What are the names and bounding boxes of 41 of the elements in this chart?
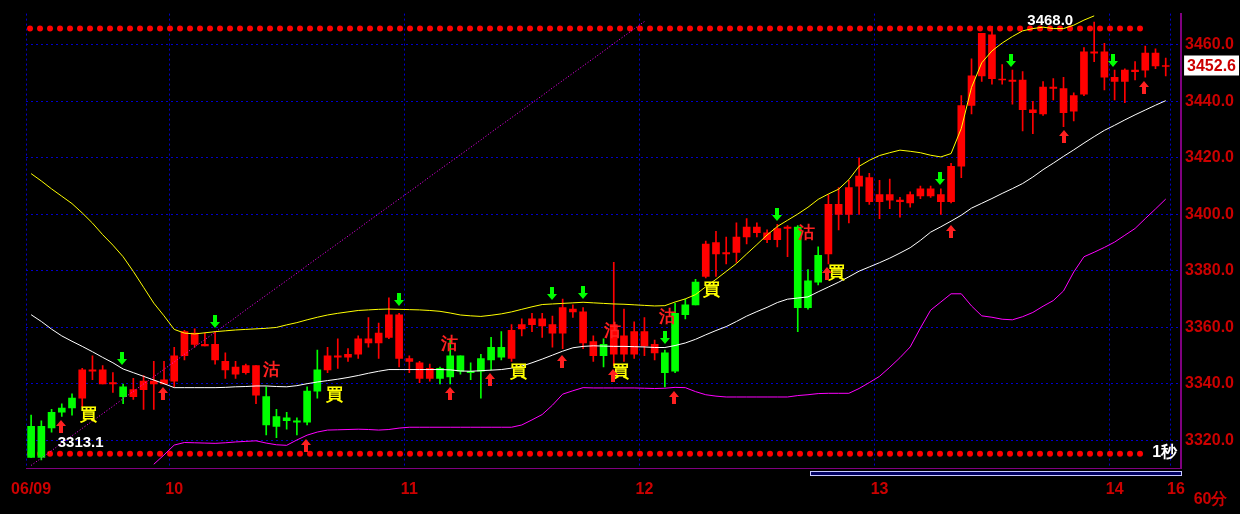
x-tick-label: 12 <box>635 479 654 497</box>
annotation: 買 <box>702 279 721 299</box>
annotation: 沽 <box>261 360 280 380</box>
text: 60分 <box>1193 490 1229 508</box>
y-tick-label: 3440.0 <box>1185 91 1235 109</box>
x-tick-label: 14 <box>1105 479 1124 497</box>
x-tick-label: 11 <box>400 479 418 497</box>
x-tick-label: 06/09 <box>11 479 52 497</box>
x-tick-label: 13 <box>870 479 889 497</box>
y-tick-label: 3460.0 <box>1185 35 1235 53</box>
annotation: 買 <box>827 262 846 282</box>
candlestick <box>855 157 863 215</box>
annotation: 1秒 <box>1152 443 1179 461</box>
candlestick <box>293 417 301 436</box>
annotation: 3313.1 <box>57 432 104 450</box>
candlestick <box>333 338 342 369</box>
candlestick <box>896 197 904 218</box>
text: 3452.6 <box>1187 57 1237 75</box>
candlestick <box>1131 61 1139 81</box>
annotation: 買 <box>78 404 97 424</box>
candlestick <box>201 332 209 347</box>
candlestick <box>405 355 414 373</box>
candlestick <box>722 236 731 265</box>
y-tick-label: 3420.0 <box>1185 148 1235 166</box>
y-tick-label: 3320.0 <box>1185 430 1235 448</box>
y-tick-label: 3380.0 <box>1185 261 1235 279</box>
candlestick <box>109 372 117 393</box>
y-tick-label: 3340.0 <box>1185 374 1235 392</box>
x-tick-label: 10 <box>165 479 184 497</box>
y-tick-label: 3400.0 <box>1185 204 1235 222</box>
annotation: 買 <box>509 362 528 382</box>
candlestick <box>1029 100 1037 135</box>
x-tick-label: 16 <box>1167 479 1185 497</box>
line-series <box>30 21 645 466</box>
candlestick <box>1049 78 1058 101</box>
annotation: 買 <box>611 362 630 382</box>
y-tick-label: 3360.0 <box>1185 317 1235 335</box>
annotation: 3468.0 <box>1027 11 1074 29</box>
candlestick <box>1161 57 1170 77</box>
candlestick <box>885 178 894 210</box>
annotation: 買 <box>325 384 344 404</box>
